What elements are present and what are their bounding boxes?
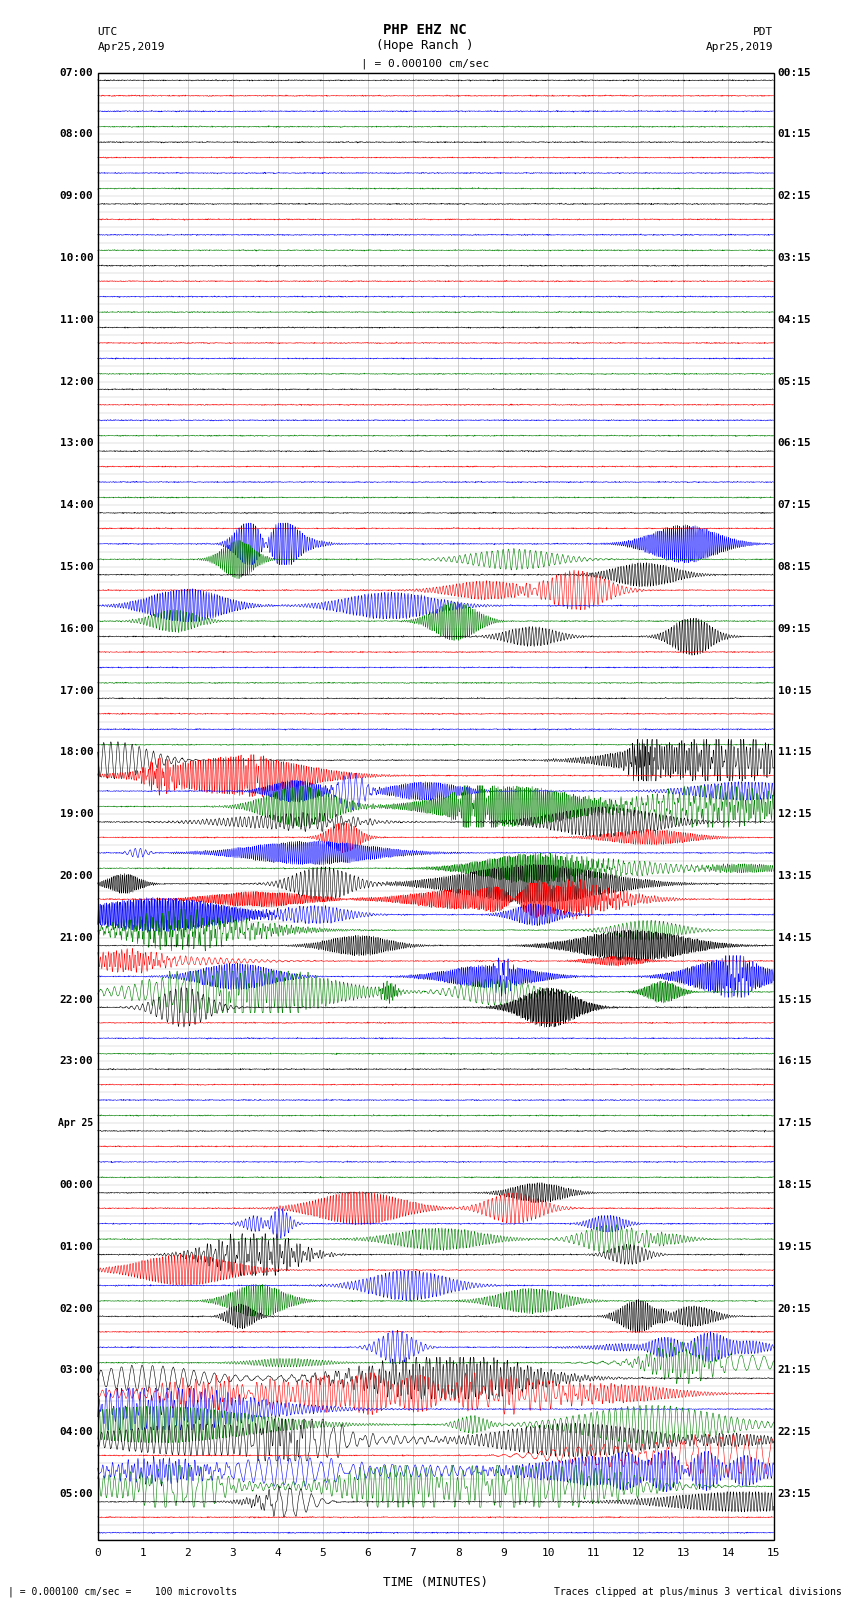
Text: 22:15: 22:15	[778, 1428, 812, 1437]
Text: 03:15: 03:15	[778, 253, 812, 263]
Text: 18:15: 18:15	[778, 1181, 812, 1190]
Text: 5: 5	[320, 1548, 326, 1558]
Text: 1: 1	[139, 1548, 146, 1558]
Text: 17:15: 17:15	[778, 1118, 812, 1127]
Text: 2: 2	[184, 1548, 191, 1558]
Text: 09:15: 09:15	[778, 624, 812, 634]
Text: 07:15: 07:15	[778, 500, 812, 510]
Text: 3: 3	[230, 1548, 236, 1558]
Text: 13: 13	[677, 1548, 690, 1558]
Text: | = 0.000100 cm/sec =    100 microvolts: | = 0.000100 cm/sec = 100 microvolts	[8, 1586, 238, 1597]
Text: 02:15: 02:15	[778, 192, 812, 202]
Text: 21:00: 21:00	[60, 932, 94, 944]
Text: 08:15: 08:15	[778, 561, 812, 573]
Text: 07:00: 07:00	[60, 68, 94, 77]
Text: 04:15: 04:15	[778, 315, 812, 324]
Text: 11: 11	[586, 1548, 600, 1558]
Text: 04:00: 04:00	[60, 1428, 94, 1437]
Text: 14:15: 14:15	[778, 932, 812, 944]
Text: 15: 15	[767, 1548, 780, 1558]
Text: 22:00: 22:00	[60, 995, 94, 1005]
Text: 23:15: 23:15	[778, 1489, 812, 1498]
Text: Apr25,2019: Apr25,2019	[706, 42, 774, 52]
Text: PDT: PDT	[753, 27, 774, 37]
Text: 14: 14	[722, 1548, 735, 1558]
Text: Apr25,2019: Apr25,2019	[98, 42, 165, 52]
Text: 00:00: 00:00	[60, 1181, 94, 1190]
Text: 9: 9	[500, 1548, 507, 1558]
Text: Apr 25: Apr 25	[59, 1118, 94, 1127]
Text: 00:15: 00:15	[778, 68, 812, 77]
Text: 05:00: 05:00	[60, 1489, 94, 1498]
Text: 21:15: 21:15	[778, 1366, 812, 1376]
Text: 13:15: 13:15	[778, 871, 812, 881]
Text: 0: 0	[94, 1548, 101, 1558]
Text: 20:00: 20:00	[60, 871, 94, 881]
Text: 6: 6	[365, 1548, 371, 1558]
Text: 19:15: 19:15	[778, 1242, 812, 1252]
Text: 05:15: 05:15	[778, 376, 812, 387]
Text: 14:00: 14:00	[60, 500, 94, 510]
Text: UTC: UTC	[98, 27, 118, 37]
Text: 23:00: 23:00	[60, 1057, 94, 1066]
Text: 17:00: 17:00	[60, 686, 94, 695]
Text: (Hope Ranch ): (Hope Ranch )	[377, 39, 473, 52]
Text: | = 0.000100 cm/sec: | = 0.000100 cm/sec	[361, 58, 489, 69]
Text: PHP EHZ NC: PHP EHZ NC	[383, 23, 467, 37]
Text: 12:00: 12:00	[60, 376, 94, 387]
Text: 16:15: 16:15	[778, 1057, 812, 1066]
Text: 4: 4	[275, 1548, 281, 1558]
Text: 7: 7	[410, 1548, 416, 1558]
Text: 11:15: 11:15	[778, 747, 812, 758]
Text: 09:00: 09:00	[60, 192, 94, 202]
Text: 10: 10	[541, 1548, 555, 1558]
Text: 16:00: 16:00	[60, 624, 94, 634]
Text: 12:15: 12:15	[778, 810, 812, 819]
Text: 10:00: 10:00	[60, 253, 94, 263]
Text: 12: 12	[632, 1548, 645, 1558]
Text: TIME (MINUTES): TIME (MINUTES)	[383, 1576, 488, 1589]
Text: 08:00: 08:00	[60, 129, 94, 139]
Text: 02:00: 02:00	[60, 1303, 94, 1313]
Text: 19:00: 19:00	[60, 810, 94, 819]
Text: 01:15: 01:15	[778, 129, 812, 139]
Text: 10:15: 10:15	[778, 686, 812, 695]
Text: 03:00: 03:00	[60, 1366, 94, 1376]
Text: 15:00: 15:00	[60, 561, 94, 573]
Text: 11:00: 11:00	[60, 315, 94, 324]
Text: Traces clipped at plus/minus 3 vertical divisions: Traces clipped at plus/minus 3 vertical …	[553, 1587, 842, 1597]
Text: 20:15: 20:15	[778, 1303, 812, 1313]
Text: 01:00: 01:00	[60, 1242, 94, 1252]
Text: 13:00: 13:00	[60, 439, 94, 448]
Text: 18:00: 18:00	[60, 747, 94, 758]
Text: 06:15: 06:15	[778, 439, 812, 448]
Text: 8: 8	[455, 1548, 462, 1558]
Text: 15:15: 15:15	[778, 995, 812, 1005]
